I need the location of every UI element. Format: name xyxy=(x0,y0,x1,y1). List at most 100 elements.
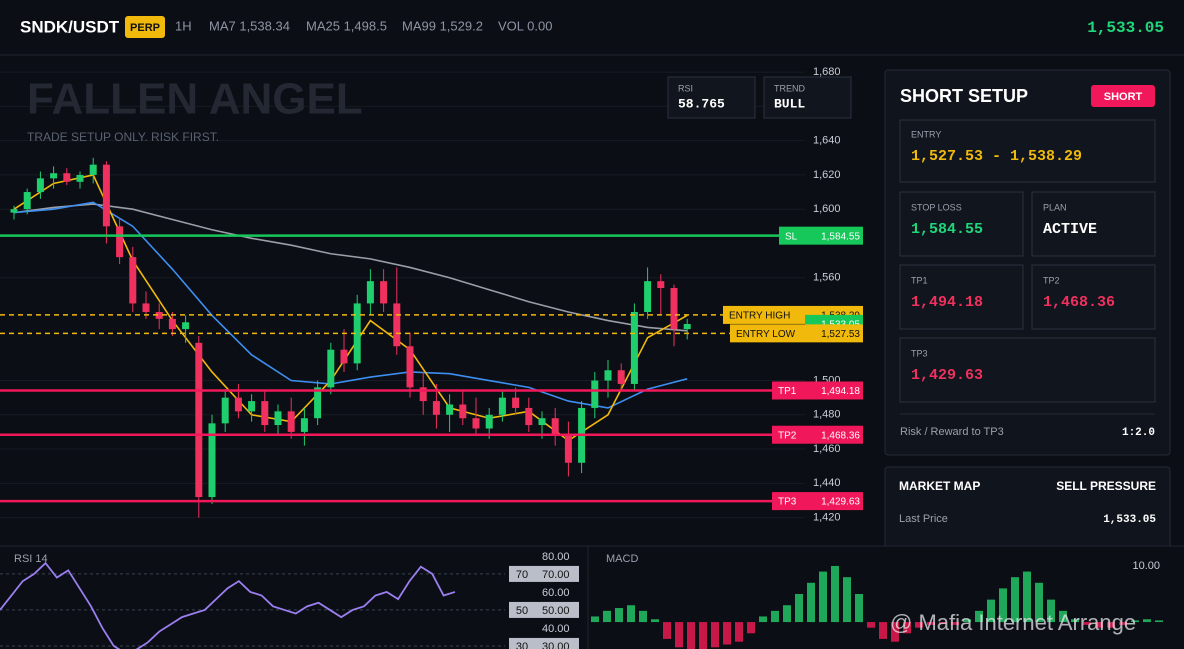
rsi-level-label: 70 xyxy=(516,569,528,581)
macd-bar xyxy=(759,616,767,623)
candle-body xyxy=(683,323,691,330)
macd-bar xyxy=(987,599,995,623)
candle-body xyxy=(459,404,467,419)
macd-bar xyxy=(747,622,755,634)
macd-bar xyxy=(831,565,839,623)
level-value: 1,584.55 xyxy=(821,231,860,242)
price-chart: 1,6801,6601,6401,6201,6001,5601,5001,480… xyxy=(0,66,863,523)
symbol: SNDK/USDT xyxy=(20,17,120,36)
level-tag xyxy=(772,492,863,511)
candle-body xyxy=(234,397,242,412)
macd-bar xyxy=(867,622,875,628)
interval[interactable]: 1H xyxy=(175,18,192,33)
macd-bar xyxy=(603,610,611,623)
level-value: 1,527.53 xyxy=(821,329,860,340)
level-name: TP1 xyxy=(778,386,797,397)
rsi-level-box xyxy=(509,565,579,582)
rsi-chart: RSI 14 70 50 30 80.00 70.00 60.00 50.00 40.00 30.… xyxy=(0,551,579,649)
macd-bar xyxy=(663,622,671,639)
lower-panels xyxy=(0,546,1184,649)
overlay-title: FALLEN ANGEL xyxy=(27,75,363,124)
candle-body xyxy=(300,418,308,432)
candle-body xyxy=(657,281,665,289)
candle-body xyxy=(432,401,440,415)
candle-body xyxy=(525,407,533,426)
macd-bar xyxy=(627,605,635,623)
level-tag xyxy=(730,324,863,343)
candle-body xyxy=(472,418,480,429)
y-tick-label: 80.00 xyxy=(542,551,570,563)
market-last-label: Last Price xyxy=(899,513,948,525)
macd-bar xyxy=(807,582,815,623)
y-tick-label: 40.00 xyxy=(542,623,570,635)
tp1-box xyxy=(899,264,1024,330)
y-tick-label: 30.00 xyxy=(542,641,570,649)
macd-bar xyxy=(1095,622,1103,628)
macd-bar xyxy=(927,622,935,625)
rsi-label: RSI xyxy=(678,83,693,93)
macd-bar xyxy=(615,608,623,623)
entry-label: ENTRY xyxy=(911,129,941,139)
y-tick-label: 1,440 xyxy=(813,477,841,489)
market-last-value: 1,533.05 xyxy=(1103,514,1156,526)
candle-body xyxy=(221,397,229,424)
candle-body xyxy=(366,281,374,304)
macd-bar xyxy=(699,622,707,649)
entry-value: 1,527.53 - 1,538.29 xyxy=(911,148,1082,165)
tp2-box xyxy=(1031,264,1156,330)
volume: VOL 0.00 xyxy=(498,18,552,33)
candle-body xyxy=(248,401,256,412)
ma-line xyxy=(13,203,688,332)
candle-body xyxy=(380,281,388,304)
sl-box xyxy=(899,191,1024,257)
macd-bar xyxy=(999,588,1007,623)
candle-body xyxy=(23,192,31,210)
badge-bg xyxy=(125,16,165,38)
tp1-value: 1,494.18 xyxy=(911,294,983,311)
candle-body xyxy=(102,164,110,227)
macd-title: MACD xyxy=(606,553,638,565)
tp3-value: 1,429.63 xyxy=(911,367,983,384)
candle-body xyxy=(617,370,625,384)
candle-body xyxy=(208,423,216,498)
macd-bar xyxy=(1083,622,1091,625)
candle-body xyxy=(353,303,361,364)
candle-body xyxy=(261,401,269,426)
candle-body xyxy=(498,397,506,415)
candle-body xyxy=(142,303,150,312)
candle-body xyxy=(50,173,58,179)
macd-chart: MACD 10.00 xyxy=(591,553,1163,649)
rr-label: Risk / Reward to TP3 xyxy=(900,426,1004,438)
sl-label: STOP LOSS xyxy=(911,202,962,212)
market-title: MARKET MAP xyxy=(899,479,980,493)
short-badge-bg xyxy=(1091,85,1155,107)
candle-body xyxy=(485,414,493,429)
candle-body xyxy=(406,346,414,388)
macd-bar xyxy=(735,622,743,642)
tp3-box xyxy=(899,337,1156,403)
macd-bar xyxy=(1035,582,1043,623)
macd-bar xyxy=(879,622,887,639)
y-tick-label: 1,560 xyxy=(813,272,841,284)
tp2-label: TP2 xyxy=(1043,275,1060,285)
trend-label: TREND xyxy=(774,83,805,93)
ma25: MA25 1,498.5 xyxy=(306,18,387,33)
y-tick-label: 1,460 xyxy=(813,443,841,455)
candle-body xyxy=(564,435,572,463)
y-tick-label: 1,640 xyxy=(813,135,841,147)
level-name: SL xyxy=(785,231,798,242)
candle-body xyxy=(327,349,335,388)
macd-bar xyxy=(855,594,863,623)
watermark: @ Mafia Internet Arrange xyxy=(890,610,1136,635)
candle-body xyxy=(76,174,84,182)
ma-line xyxy=(13,174,688,442)
candle-body xyxy=(63,173,71,182)
rsi-title: RSI 14 xyxy=(14,553,48,565)
macd-bar xyxy=(795,594,803,623)
macd-bar xyxy=(711,622,719,648)
level-name: ENTRY LOW xyxy=(736,329,796,340)
badge: PERP xyxy=(130,22,160,34)
candle-body xyxy=(287,411,295,432)
